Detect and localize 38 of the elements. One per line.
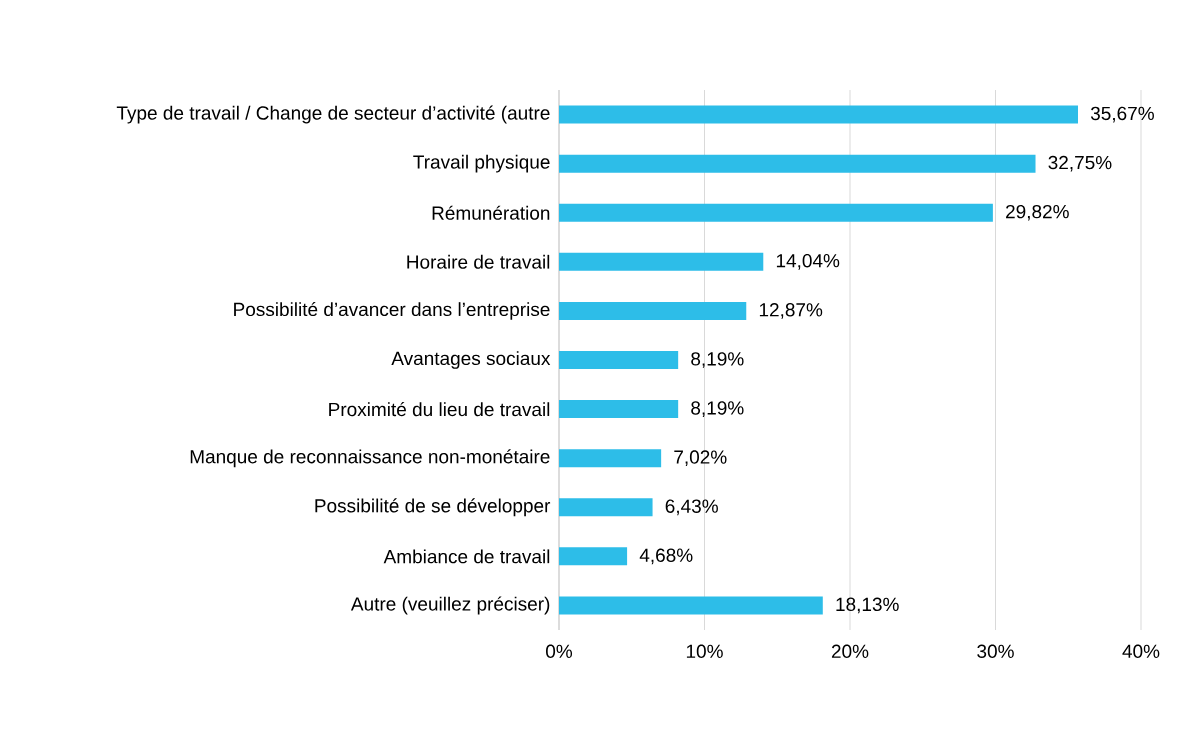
- bar: [559, 154, 1036, 173]
- bar: [559, 449, 662, 468]
- x-tick-label: 20%: [831, 644, 869, 658]
- y-tick-label: Proximité du lieu de travail: [329, 402, 550, 417]
- y-tick-label: Manque de reconnaissance non-monétaire: [190, 449, 550, 468]
- y-tick-label: Horaire de travail: [407, 254, 550, 269]
- data-label: 29,82%: [1006, 204, 1069, 221]
- data-label: 18,13%: [836, 597, 899, 614]
- y-tick-label: Possibilité de se développer: [315, 498, 551, 517]
- y-tick-label: Avantages sociaux: [391, 351, 551, 369]
- bar: [559, 596, 823, 615]
- data-label: 7,02%: [674, 450, 727, 467]
- data-label: 4,68%: [639, 548, 693, 565]
- bar: [559, 547, 628, 566]
- data-label: 35,67%: [1090, 106, 1154, 123]
- y-tick-label: Type de travail / Change de secteur d’activité (autre: [116, 105, 550, 124]
- y-tick-label: Possibilité d’avancer dans l’entreprise: [234, 301, 550, 320]
- x-tick-label: 10%: [686, 644, 723, 658]
- x-tick-label: 0%: [546, 644, 573, 658]
- bar: [559, 400, 679, 419]
- y-tick-label: Autre (veuillez préciser): [350, 596, 550, 615]
- data-label: 32,75%: [1048, 155, 1112, 172]
- data-label: 14,04%: [776, 253, 840, 270]
- bar: [559, 252, 764, 271]
- data-label: 8,19%: [691, 401, 744, 417]
- y-tick-label: Ambiance de travail: [383, 549, 550, 564]
- bar: [559, 203, 993, 222]
- bar: [559, 351, 679, 369]
- data-label: 8,19%: [691, 352, 744, 368]
- x-tick-label: 40%: [1122, 644, 1160, 658]
- x-tick-label: 30%: [977, 644, 1014, 658]
- y-tick-label: Travail physique: [413, 154, 550, 173]
- data-label: 12,87%: [759, 303, 823, 319]
- bar: [559, 301, 747, 320]
- bar: [559, 105, 1078, 124]
- bar: [559, 498, 653, 517]
- data-label: 6,43%: [665, 499, 718, 516]
- y-tick-label: Rémunération: [432, 205, 550, 220]
